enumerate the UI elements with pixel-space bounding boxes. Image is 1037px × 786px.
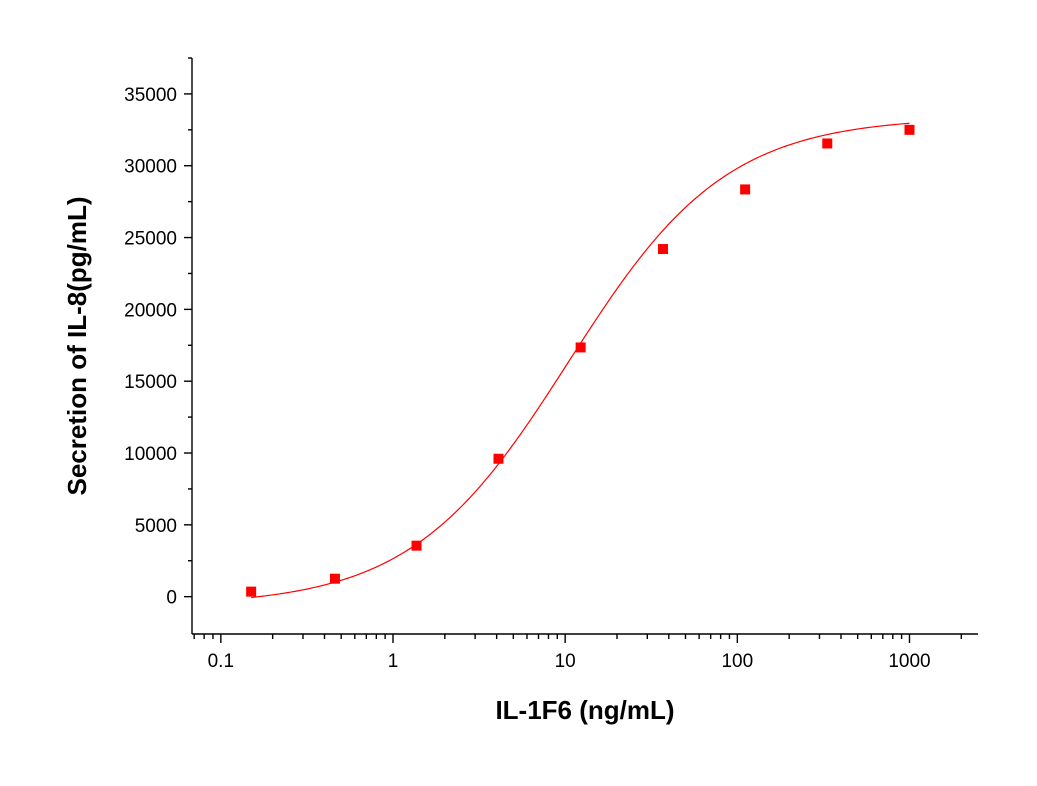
y-tick-label: 15000 [124,372,177,393]
fit-curve-line [251,122,910,599]
data-point [822,138,833,149]
y-tick-label: 5000 [135,516,177,537]
y-axis-title: Secretion of IL-8(pg/mL) [62,197,92,496]
x-tick-label: 0.1 [208,651,234,672]
data-point [246,586,257,597]
data-point [575,342,586,353]
data-point [904,124,915,135]
x-tick-label: 1000 [888,651,930,672]
x-tick-label: 100 [721,651,753,672]
tick-labels: 0 5000 10000 15000 20000 25000 30000 35000 0.1 1 1… [124,85,930,672]
axes [184,57,978,643]
data-point [657,244,668,255]
data-points [246,124,915,597]
x-tick-label: 1 [388,651,399,672]
x-tick-label: 10 [555,651,576,672]
y-tick-label: 30000 [124,157,177,178]
data-point [740,184,751,195]
x-axis-title: IL-1F6 (ng/mL) [495,695,674,725]
y-tick-label: 10000 [124,444,177,465]
y-tick-label: 35000 [124,85,177,106]
fit-curve [251,122,910,599]
data-point [493,453,504,464]
y-tick-label: 20000 [124,300,177,321]
y-tick-label: 25000 [124,229,177,250]
y-tick-label: 0 [166,588,177,609]
data-point [329,573,340,584]
data-point [411,540,422,551]
